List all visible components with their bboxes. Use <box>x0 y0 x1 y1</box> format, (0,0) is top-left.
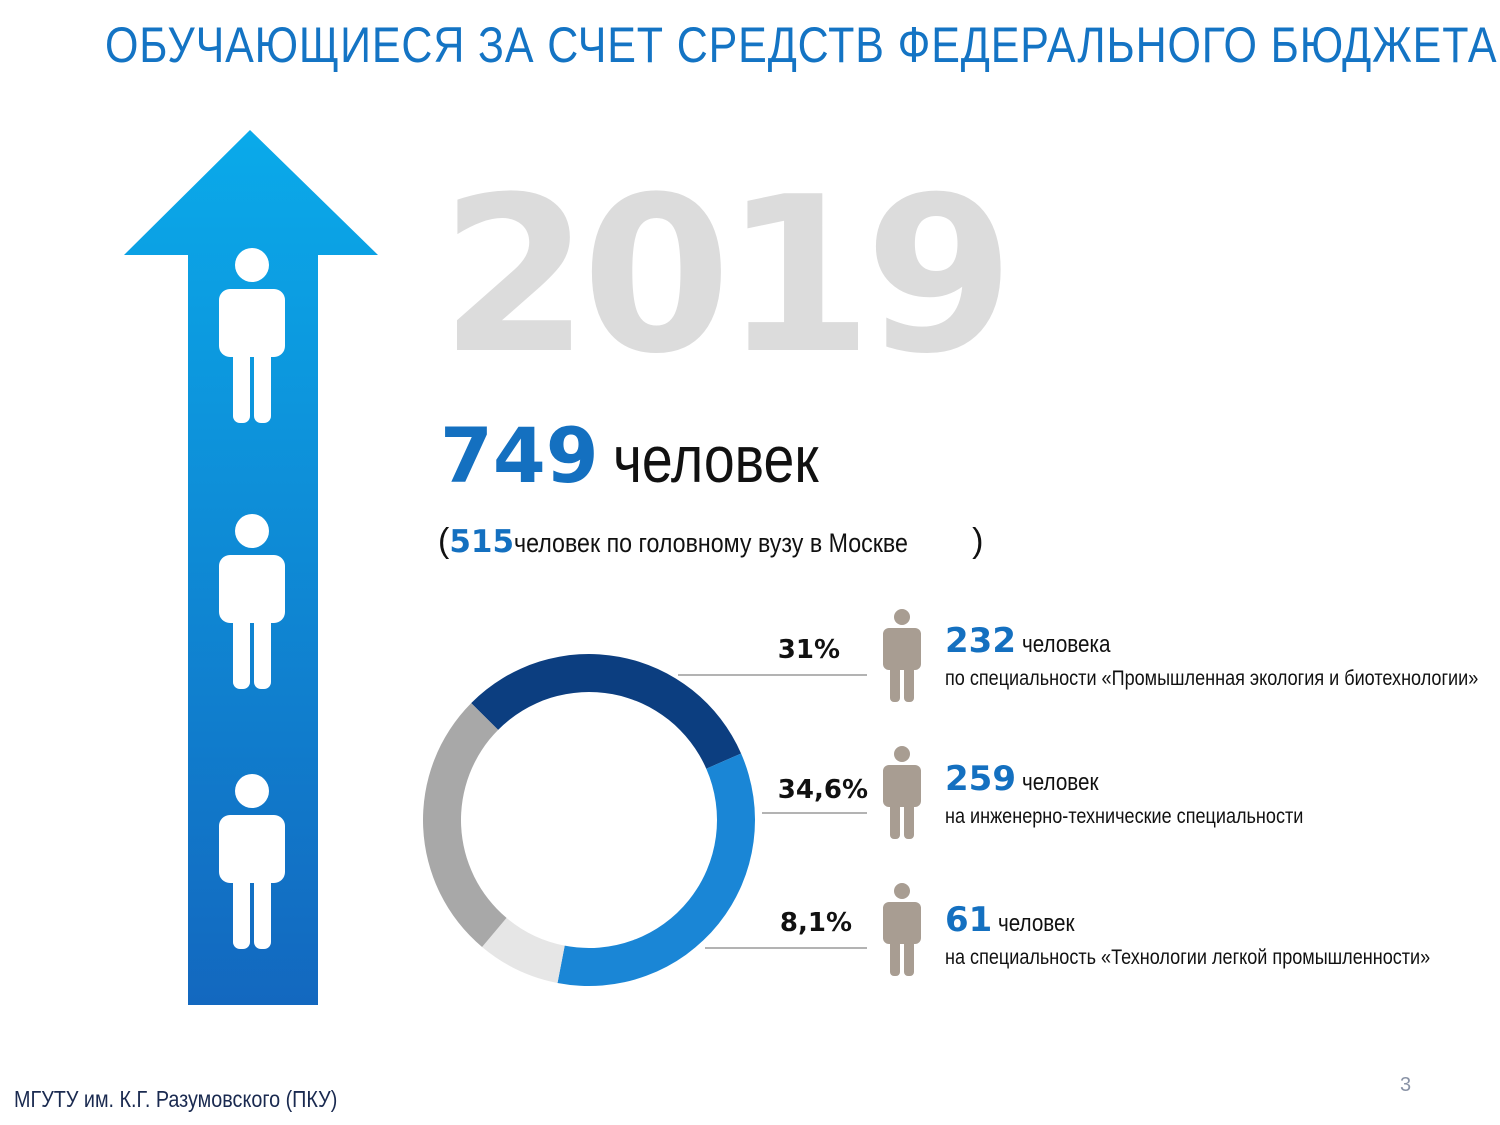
subtotal: (515 человек по головному вузу в Москве) <box>438 524 983 558</box>
stat-unit: человека <box>1021 631 1111 658</box>
slice-label: 8,1% <box>779 908 852 938</box>
subtotal-text: человек по головному вузу в Москве <box>514 528 908 558</box>
stat-value: 259 <box>945 759 1016 799</box>
page-title: ОБУЧАЮЩИЕСЯ ЗА СЧЕТ СРЕДСТВ ФЕДЕРАЛЬНОГО… <box>105 17 1498 73</box>
person-icon <box>219 774 285 949</box>
arrow-up-icon <box>124 130 378 1005</box>
stat-item: 232 человека по специальности «Промышленн… <box>945 624 1500 689</box>
stat-description: на инженерно-технические специальности <box>945 805 1304 828</box>
stat-item: 259 человек на инженерно-технические спец… <box>945 762 1362 827</box>
stat-description: по специальности «Промышленная экология … <box>945 667 1479 690</box>
donut-slice-2 <box>557 753 755 986</box>
page-number: 3 <box>1400 1074 1412 1096</box>
year-label: 2019 <box>440 150 1014 401</box>
donut-slice-1 <box>471 654 742 769</box>
total-value: 749 <box>440 411 599 500</box>
donut-slice-4 <box>423 703 507 947</box>
stat-value: 232 <box>945 621 1016 661</box>
stat-description: на специальность «Технологии легкой пром… <box>945 946 1431 969</box>
person-icon <box>219 248 285 423</box>
donut-chart <box>423 654 867 986</box>
stat-value: 61 <box>945 900 993 940</box>
total-unit: человек <box>612 422 819 496</box>
footer-text: МГУТУ им. К.Г. Разумовского (ПКУ) <box>14 1086 338 1112</box>
stat-unit: человек <box>998 910 1075 937</box>
subtotal-open: ( <box>438 522 450 560</box>
person-icon <box>883 883 921 976</box>
subtotal-value: 515 <box>449 524 515 560</box>
slice-label: 31% <box>777 635 840 665</box>
person-icon <box>883 746 921 839</box>
person-icon <box>883 609 921 702</box>
person-icon <box>219 514 285 689</box>
stat-item: 61 человек на специальность «Технологии л… <box>945 903 1500 968</box>
subtotal-close: ) <box>972 522 984 560</box>
slice-label: 34,6% <box>777 775 868 805</box>
donut-slice-3 <box>482 917 565 983</box>
total-count: 749 человек <box>440 418 857 494</box>
stat-unit: человек <box>1021 769 1099 796</box>
